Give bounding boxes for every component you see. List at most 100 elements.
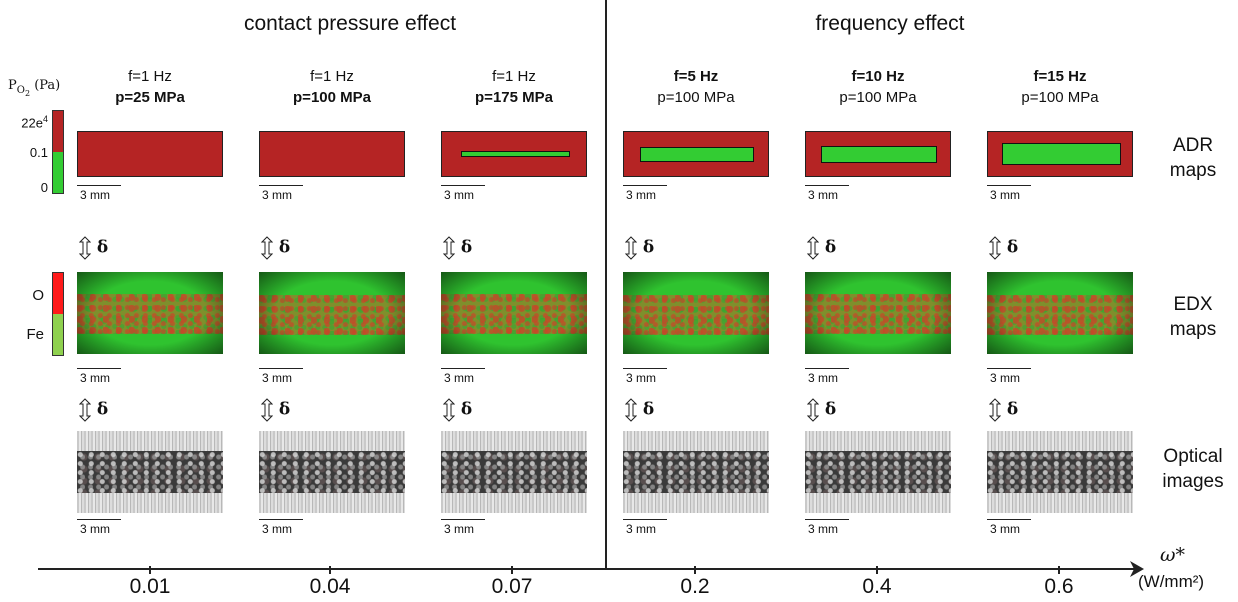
legend-edx-fe: Fe — [26, 326, 44, 343]
frequency-label: f=1 Hz — [492, 68, 536, 85]
edx-vignette — [987, 272, 1133, 354]
delta-symbol: δ — [1001, 399, 1019, 420]
edx-map-image — [987, 272, 1133, 354]
row-label-adr-maps: ADR maps — [1169, 135, 1217, 181]
axis-arrow-icon — [1130, 561, 1144, 577]
scale-bar — [987, 368, 1031, 369]
test-conditions: f=1 Hz p=25 MPa — [77, 66, 223, 108]
title-contact-pressure-effect: contact pressure effect — [243, 12, 457, 35]
scale-label: 3 mm — [990, 188, 1020, 202]
optical-image — [77, 431, 223, 513]
test-conditions: f=1 Hz p=175 MPa — [441, 66, 587, 108]
delta-correlation: δ — [806, 236, 836, 260]
delta-symbol: δ — [91, 399, 109, 420]
row-label-optical-images: Optical images — [1162, 446, 1224, 492]
optical-image — [259, 431, 405, 513]
row-label-edx-maps: EDX maps — [1169, 294, 1217, 340]
optical-image — [987, 431, 1133, 513]
optical-image — [441, 431, 587, 513]
optical-image — [623, 431, 769, 513]
double-arrow-icon — [78, 236, 92, 260]
frequency-label: f=1 Hz — [310, 68, 354, 85]
delta-symbol: δ — [455, 399, 473, 420]
edx-vignette — [441, 272, 587, 354]
double-arrow-icon — [806, 398, 820, 422]
scale-bar — [441, 185, 485, 186]
scale-label: 3 mm — [626, 188, 656, 202]
test-conditions: f=5 Hz p=100 MPa — [623, 66, 769, 108]
adr-green-zone — [461, 151, 570, 157]
scale-label: 3 mm — [444, 371, 474, 385]
wear-track — [441, 451, 587, 493]
wear-track — [259, 451, 405, 493]
axis-tick-label: 0.2 — [680, 575, 710, 598]
adr-map — [805, 131, 951, 177]
pressure-label: p=100 MPa — [839, 89, 917, 106]
scale-bar — [77, 185, 121, 186]
double-arrow-icon — [442, 236, 456, 260]
delta-symbol: δ — [273, 399, 291, 420]
title-frequency-effect: frequency effect — [815, 12, 965, 35]
scale-bar — [441, 368, 485, 369]
scale-label: 3 mm — [626, 522, 656, 536]
delta-correlation: δ — [988, 398, 1019, 422]
legend-adr-title: PO2 (Pa) — [8, 78, 61, 98]
axis-unit: (W/mm²) — [1138, 572, 1205, 591]
test-conditions: f=10 Hz p=100 MPa — [805, 66, 951, 108]
delta-symbol: δ — [1001, 237, 1019, 258]
delta-correlation: δ — [806, 398, 837, 422]
wear-track — [805, 451, 951, 493]
double-arrow-icon — [260, 236, 274, 260]
delta-symbol: δ — [819, 399, 837, 420]
scale-bar — [259, 368, 303, 369]
frequency-label: f=15 Hz — [1033, 68, 1087, 85]
double-arrow-icon — [260, 398, 274, 422]
adr-map — [623, 131, 769, 177]
delta-correlation: δ — [78, 236, 109, 260]
axis-tick — [694, 566, 696, 574]
axis-tick — [1058, 566, 1060, 574]
scale-bar — [805, 519, 849, 520]
delta-symbol: δ — [637, 237, 655, 258]
scale-label: 3 mm — [626, 371, 656, 385]
scale-label: 3 mm — [990, 371, 1020, 385]
edx-vignette — [259, 272, 405, 354]
scale-bar — [77, 368, 121, 369]
adr-green-zone — [640, 147, 754, 162]
double-arrow-icon — [988, 398, 1002, 422]
pressure-label: p=100 MPa — [293, 89, 371, 106]
scale-bar — [259, 185, 303, 186]
double-arrow-icon — [624, 398, 638, 422]
delta-symbol: δ — [455, 237, 473, 258]
scale-label: 3 mm — [990, 522, 1020, 536]
pressure-label: p=25 MPa — [115, 89, 185, 106]
adr-map — [987, 131, 1133, 177]
axis-label-omega: ω* — [1160, 544, 1185, 566]
scale-label: 3 mm — [80, 188, 110, 202]
test-conditions: f=1 Hz p=100 MPa — [259, 66, 405, 108]
axis-tick-label: 0.04 — [309, 575, 351, 598]
wear-track — [623, 451, 769, 493]
scale-bar — [259, 519, 303, 520]
pressure-label: p=175 MPa — [475, 89, 553, 106]
delta-correlation: δ — [442, 236, 473, 260]
scale-label: 3 mm — [444, 188, 474, 202]
pressure-label: p=100 MPa — [657, 89, 735, 106]
axis-tick — [329, 566, 331, 574]
omega-axis-line — [38, 568, 1138, 570]
delta-correlation: δ — [624, 236, 655, 260]
delta-correlation: δ — [260, 236, 290, 260]
test-conditions: f=15 Hz p=100 MPa — [987, 66, 1133, 108]
edx-map-image — [623, 272, 769, 354]
axis-tick — [876, 566, 878, 574]
scale-label: 3 mm — [808, 522, 838, 536]
optical-image — [805, 431, 951, 513]
adr-map — [259, 131, 405, 177]
delta-correlation: δ — [260, 398, 291, 422]
axis-tick-label: 0.4 — [862, 575, 892, 598]
delta-symbol: δ — [91, 237, 109, 258]
delta-correlation: δ — [78, 398, 109, 422]
pressure-label: p=100 MPa — [1021, 89, 1099, 106]
scale-bar — [805, 368, 849, 369]
scale-bar — [805, 185, 849, 186]
